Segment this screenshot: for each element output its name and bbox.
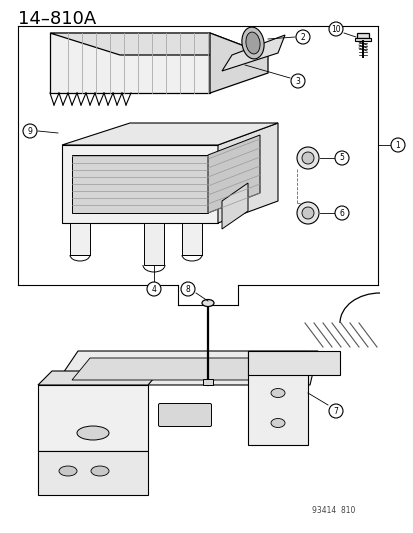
Polygon shape: [182, 223, 202, 255]
Text: 93414  810: 93414 810: [311, 506, 354, 515]
Circle shape: [301, 152, 313, 164]
Polygon shape: [62, 123, 277, 145]
Text: 1: 1: [395, 141, 399, 149]
Circle shape: [296, 202, 318, 224]
Ellipse shape: [202, 300, 214, 306]
Polygon shape: [72, 155, 207, 213]
Polygon shape: [202, 379, 212, 385]
Circle shape: [180, 282, 195, 296]
Polygon shape: [70, 223, 90, 255]
Circle shape: [328, 404, 342, 418]
Circle shape: [334, 151, 348, 165]
Polygon shape: [38, 385, 147, 451]
Circle shape: [328, 22, 342, 36]
Ellipse shape: [271, 389, 284, 398]
Text: 4: 4: [151, 285, 156, 294]
Circle shape: [23, 124, 37, 138]
Circle shape: [296, 147, 318, 169]
Circle shape: [334, 206, 348, 220]
Text: 14–810A: 14–810A: [18, 10, 96, 28]
Ellipse shape: [241, 27, 263, 59]
Ellipse shape: [271, 418, 284, 427]
Polygon shape: [50, 33, 267, 55]
Polygon shape: [62, 145, 218, 223]
Polygon shape: [247, 351, 307, 445]
FancyBboxPatch shape: [158, 403, 211, 426]
Text: 8: 8: [185, 285, 190, 294]
Text: 7: 7: [333, 407, 337, 416]
Polygon shape: [356, 33, 368, 38]
Polygon shape: [218, 123, 277, 223]
Polygon shape: [247, 351, 339, 375]
Ellipse shape: [77, 426, 109, 440]
Text: 6: 6: [339, 208, 344, 217]
Polygon shape: [207, 135, 259, 213]
Polygon shape: [55, 351, 317, 385]
Circle shape: [390, 138, 404, 152]
Text: 5: 5: [339, 154, 344, 163]
Ellipse shape: [91, 466, 109, 476]
Circle shape: [290, 74, 304, 88]
Ellipse shape: [245, 32, 259, 54]
Ellipse shape: [59, 466, 77, 476]
Polygon shape: [72, 358, 301, 380]
Polygon shape: [38, 451, 147, 495]
Polygon shape: [221, 183, 247, 229]
Circle shape: [295, 30, 309, 44]
Text: 2: 2: [300, 33, 305, 42]
Text: 3: 3: [295, 77, 300, 85]
Polygon shape: [144, 223, 164, 265]
Polygon shape: [354, 38, 370, 41]
Polygon shape: [50, 33, 209, 93]
Circle shape: [301, 207, 313, 219]
Polygon shape: [221, 35, 284, 71]
Text: 9: 9: [28, 126, 32, 135]
Text: 10: 10: [330, 25, 340, 34]
Circle shape: [147, 282, 161, 296]
Polygon shape: [209, 33, 267, 93]
Polygon shape: [38, 371, 159, 385]
